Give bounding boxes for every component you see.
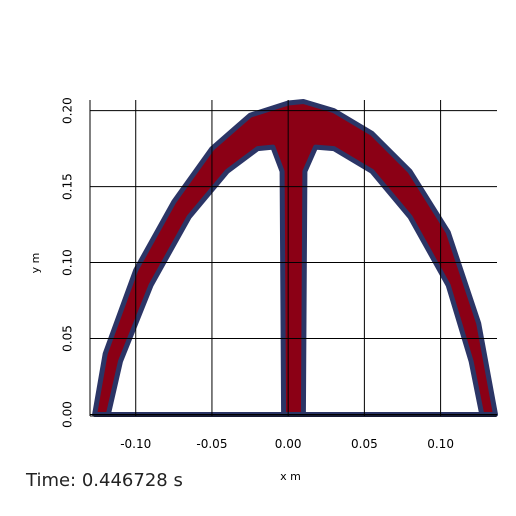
x-tick-label: 0.00 — [275, 437, 302, 451]
y-tick-label: 0.10 — [61, 249, 75, 276]
y-tick-label: 0.15 — [61, 173, 75, 200]
volume-fraction-field — [92, 99, 498, 417]
y-axis-title: y m — [29, 253, 42, 274]
y-tick-label: 0.05 — [61, 325, 75, 352]
x-tick-label: 0.10 — [427, 437, 454, 451]
y-tick-label: 0.00 — [61, 401, 75, 428]
x-tick-label: 0.05 — [351, 437, 378, 451]
plot-area — [89, 99, 498, 417]
y-tick-label: 0.20 — [61, 97, 75, 124]
x-axis-title: x m — [280, 470, 301, 483]
time-annotation: Time: 0.446728 s — [26, 470, 183, 491]
y-axis-tick-labels: 0.00 0.05 0.10 0.15 0.20 — [61, 97, 75, 428]
axes — [89, 100, 497, 417]
grid-lines — [90, 100, 497, 416]
x-tick-label: -0.05 — [196, 437, 227, 451]
x-tick-label: -0.10 — [120, 437, 151, 451]
x-axis-tick-labels: -0.10 -0.05 0.00 0.05 0.10 — [120, 437, 454, 451]
